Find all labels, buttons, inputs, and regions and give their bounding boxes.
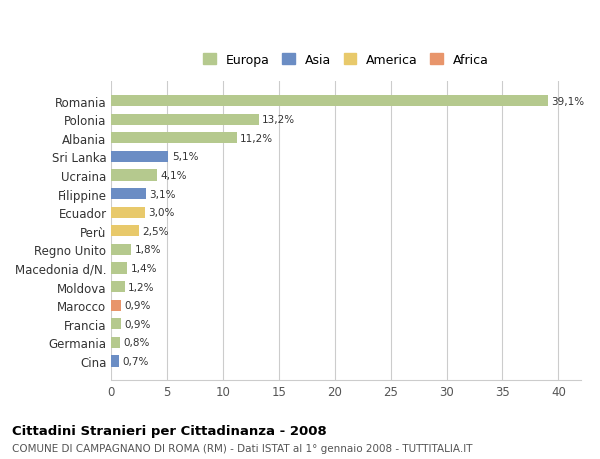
Bar: [112, 151, 169, 162]
Text: 4,1%: 4,1%: [161, 171, 187, 180]
Bar: [112, 356, 119, 367]
Text: COMUNE DI CAMPAGNANO DI ROMA (RM) - Dati ISTAT al 1° gennaio 2008 - TUTTITALIA.I: COMUNE DI CAMPAGNANO DI ROMA (RM) - Dati…: [12, 443, 473, 453]
Bar: [112, 189, 146, 200]
Bar: [112, 263, 127, 274]
Text: 39,1%: 39,1%: [551, 96, 585, 106]
Text: 2,5%: 2,5%: [143, 226, 169, 236]
Text: 0,7%: 0,7%: [122, 356, 149, 366]
Bar: [112, 207, 145, 218]
Bar: [112, 281, 125, 292]
Bar: [112, 319, 121, 330]
Text: 11,2%: 11,2%: [240, 134, 273, 144]
Text: 13,2%: 13,2%: [262, 115, 295, 125]
Legend: Europa, Asia, America, Africa: Europa, Asia, America, Africa: [200, 50, 493, 70]
Text: Cittadini Stranieri per Cittadinanza - 2008: Cittadini Stranieri per Cittadinanza - 2…: [12, 424, 327, 437]
Bar: [112, 114, 259, 125]
Text: 1,4%: 1,4%: [130, 263, 157, 274]
Text: 0,8%: 0,8%: [124, 338, 150, 347]
Text: 0,9%: 0,9%: [125, 301, 151, 310]
Text: 3,1%: 3,1%: [149, 189, 176, 199]
Bar: [112, 337, 121, 348]
Bar: [112, 133, 236, 144]
Bar: [112, 226, 139, 237]
Text: 1,8%: 1,8%: [135, 245, 161, 255]
Text: 0,9%: 0,9%: [125, 319, 151, 329]
Bar: [112, 300, 121, 311]
Bar: [112, 96, 548, 107]
Text: 5,1%: 5,1%: [172, 152, 198, 162]
Bar: [112, 170, 157, 181]
Text: 1,2%: 1,2%: [128, 282, 155, 292]
Bar: [112, 244, 131, 255]
Text: 3,0%: 3,0%: [148, 208, 175, 218]
